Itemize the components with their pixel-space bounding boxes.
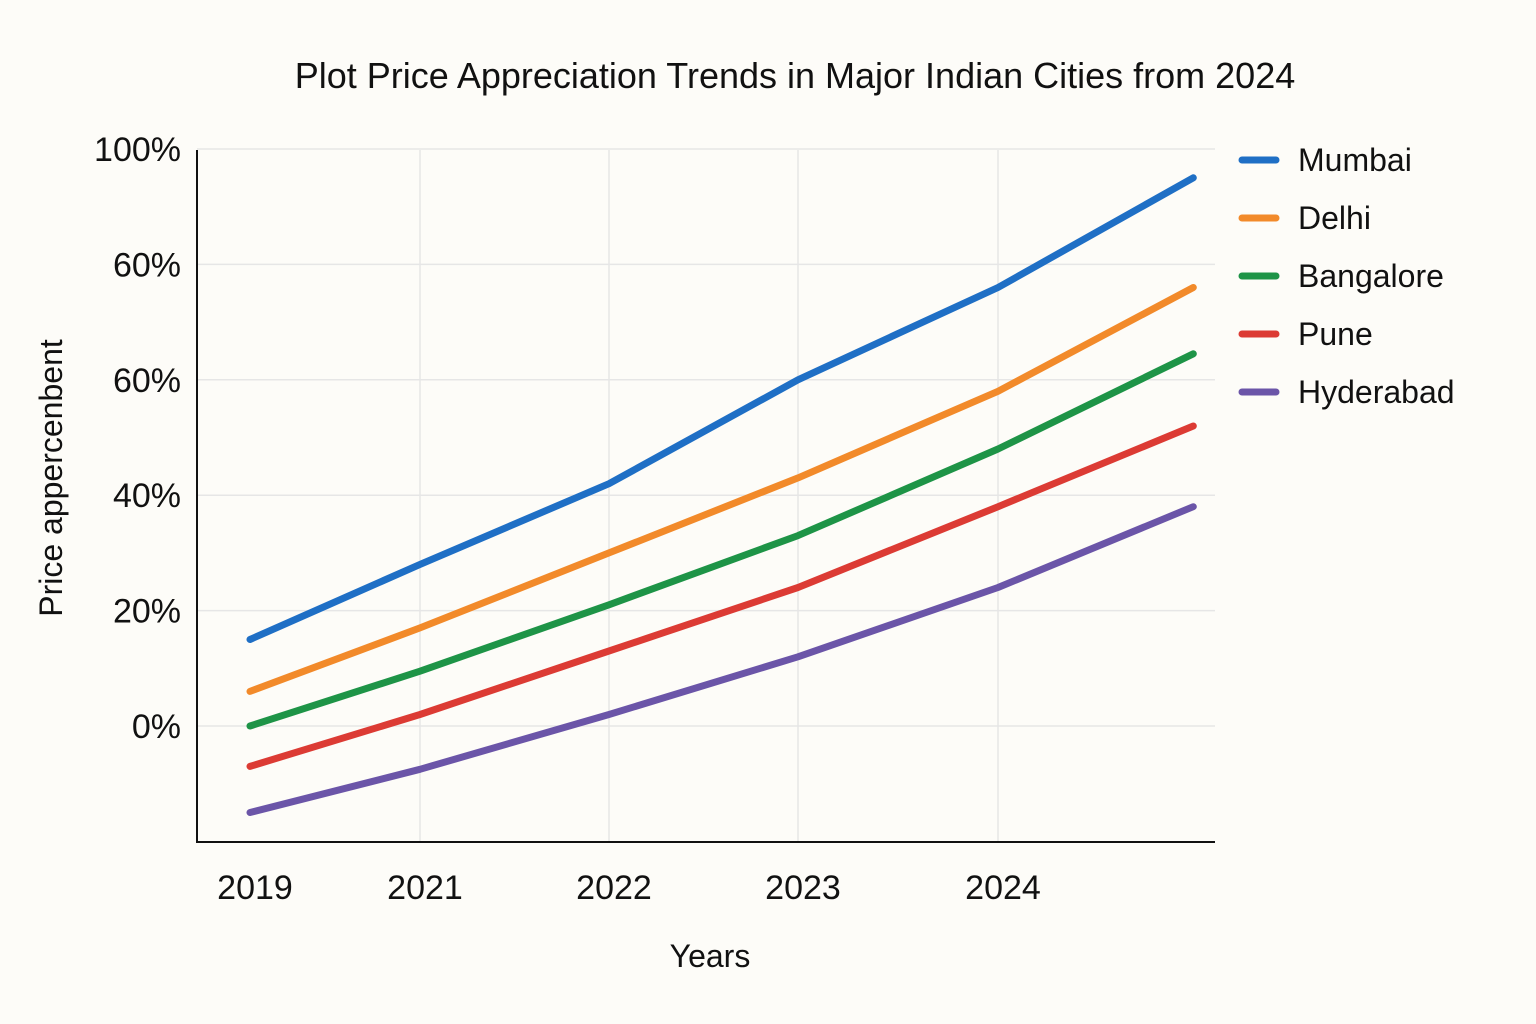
- series-lines: [246, 174, 1197, 816]
- series-line-mumbai: [246, 174, 1197, 643]
- x-tick-label: 2022: [576, 869, 652, 907]
- legend-label: Delhi: [1298, 200, 1371, 236]
- x-tick-label: 2023: [765, 869, 841, 907]
- y-tick-label: 20%: [113, 593, 181, 631]
- x-tick-label: 2021: [387, 869, 463, 907]
- legend-item-delhi: Delhi: [1238, 200, 1371, 236]
- axes: [196, 150, 1215, 843]
- legend-item-hyderabad: Hyderabad: [1238, 374, 1455, 410]
- series-line-bangalore: [246, 350, 1197, 730]
- legend-label: Bangalore: [1298, 258, 1444, 294]
- x-axis-label: Years: [670, 938, 751, 974]
- chart-title: Plot Price Appreciation Trends in Major …: [295, 55, 1296, 96]
- legend-item-pune: Pune: [1238, 316, 1373, 352]
- grid-lines: [197, 148, 1215, 842]
- series-line-hyderabad: [246, 503, 1197, 816]
- axis-lines: [196, 150, 1215, 843]
- series-line-pune: [246, 422, 1197, 770]
- x-tick-label: 2019: [217, 869, 293, 907]
- legend-label: Mumbai: [1298, 142, 1412, 178]
- y-tick-label: 0%: [132, 708, 181, 746]
- x-tick-label: 2024: [965, 869, 1041, 907]
- y-tick-label: 100%: [94, 131, 181, 169]
- series-line-delhi: [246, 284, 1197, 695]
- y-tick-label: 40%: [113, 477, 181, 515]
- y-tick-label: 60%: [113, 362, 181, 400]
- legend: Mumbai Delhi Bangalore Pune Hyderabad: [1238, 142, 1455, 410]
- legend-item-bangalore: Bangalore: [1238, 258, 1444, 294]
- y-axis-label: Price appercenbent: [33, 339, 69, 617]
- y-axis-ticks: 0% 20% 40% 60% 60% 100%: [94, 131, 181, 746]
- legend-item-mumbai: Mumbai: [1238, 142, 1412, 178]
- legend-label: Pune: [1298, 316, 1373, 352]
- x-axis-ticks: 2019 2021 2022 2023 2024: [217, 869, 1041, 907]
- legend-label: Hyderabad: [1298, 374, 1455, 410]
- y-tick-label: 60%: [113, 246, 181, 284]
